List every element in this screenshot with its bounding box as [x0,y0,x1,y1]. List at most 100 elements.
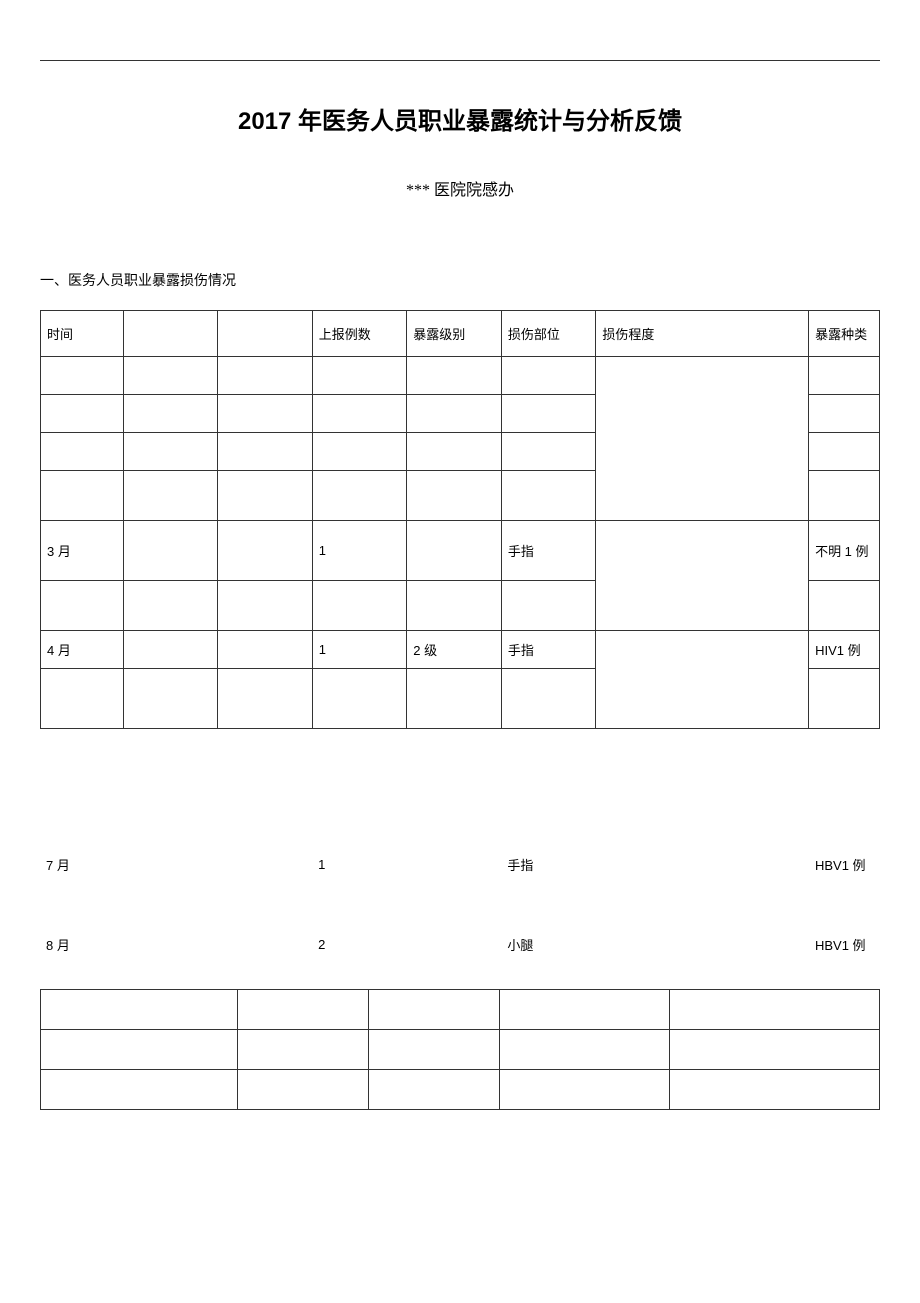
cell [670,990,880,1030]
cell-level [407,919,502,969]
cell-level [407,521,502,581]
cell-count: 1 [312,521,407,581]
cell [41,990,238,1030]
document-title: 2017 年医务人员职业暴露统计与分析反馈 [40,101,880,136]
cell [41,669,124,729]
cell [368,1070,499,1110]
cell [123,395,218,433]
cell [809,395,880,433]
cell [312,357,407,395]
cell-type: 不明 1 例 [809,521,880,581]
cell [407,395,502,433]
cell [670,1030,880,1070]
cell [368,1030,499,1070]
cell [407,581,502,631]
table-row [41,1030,880,1070]
cell [217,919,312,969]
cell [237,1070,368,1110]
cell-part: 手指 [501,839,596,889]
cell [41,357,124,395]
exposure-table: 时间 上报例数 暴露级别 损伤部位 损伤程度 暴露种类 [40,310,880,729]
table-row [41,357,880,395]
cell [41,433,124,471]
cell [501,433,596,471]
cell [312,669,407,729]
cell-time: 4 月 [41,631,124,669]
table-row [41,1070,880,1110]
cell [123,471,218,521]
cell [499,1030,669,1070]
table-row-august: 8 月 2 小腿 HBV1 例 [40,919,880,969]
cell [501,395,596,433]
cell [218,357,313,395]
header-time: 时间 [41,311,124,357]
cell [312,433,407,471]
cell [218,521,313,581]
bottom-grid [40,989,880,1110]
cell-time: 3 月 [41,521,124,581]
cell-type: HBV1 例 [809,919,880,969]
main-table-wrap: 时间 上报例数 暴露级别 损伤部位 损伤程度 暴露种类 [40,310,880,1110]
table-row-april: 4 月 1 2 级 手指 HIV1 例 [41,631,880,669]
header-level: 暴露级别 [407,311,502,357]
cell-degree [596,631,809,729]
cell [809,357,880,395]
cell [123,581,218,631]
table-row [41,990,880,1030]
cell [407,433,502,471]
cell-count: 1 [312,631,407,669]
cell [123,521,218,581]
cell [312,395,407,433]
header-type: 暴露种类 [809,311,880,357]
cell-part: 手指 [501,631,596,669]
cell-count: 1 [312,839,407,889]
cell [809,669,880,729]
cell [218,631,313,669]
cell [312,581,407,631]
cell [218,395,313,433]
section-1-heading: 一、医务人员职业暴露损伤情况 [40,270,880,290]
cell [218,669,313,729]
cell [123,631,218,669]
cell-degree [596,919,809,969]
cell [41,1070,238,1110]
header-blank1 [123,311,218,357]
cell [218,581,313,631]
cell [41,471,124,521]
cell [123,669,218,729]
cell [237,1030,368,1070]
document-subtitle: *** 医院院感办 [40,176,880,200]
cell [368,990,499,1030]
cell [596,357,809,521]
cell [217,839,312,889]
cell [499,1070,669,1110]
cell [501,581,596,631]
cell [670,1070,880,1110]
cell [40,889,880,919]
cell [501,357,596,395]
cell [809,433,880,471]
cell-degree [596,521,809,631]
cell [41,395,124,433]
cell-level: 2 级 [407,631,502,669]
table-row-july: 7 月 1 手指 HBV1 例 [40,839,880,889]
cell [41,1030,238,1070]
header-count: 上报例数 [312,311,407,357]
header-part: 损伤部位 [501,311,596,357]
header-blank2 [218,311,313,357]
table-header-row: 时间 上报例数 暴露级别 损伤部位 损伤程度 暴露种类 [41,311,880,357]
cell [407,357,502,395]
cell [41,581,124,631]
cell [123,357,218,395]
cell-time: 7 月 [40,839,123,889]
cell-time: 8 月 [40,919,123,969]
header-degree: 损伤程度 [596,311,809,357]
cell [809,471,880,521]
cell [218,471,313,521]
cell-part: 手指 [501,521,596,581]
cell-count: 2 [312,919,407,969]
cell [123,839,218,889]
cell [499,990,669,1030]
cell-level [407,839,502,889]
cell [407,669,502,729]
